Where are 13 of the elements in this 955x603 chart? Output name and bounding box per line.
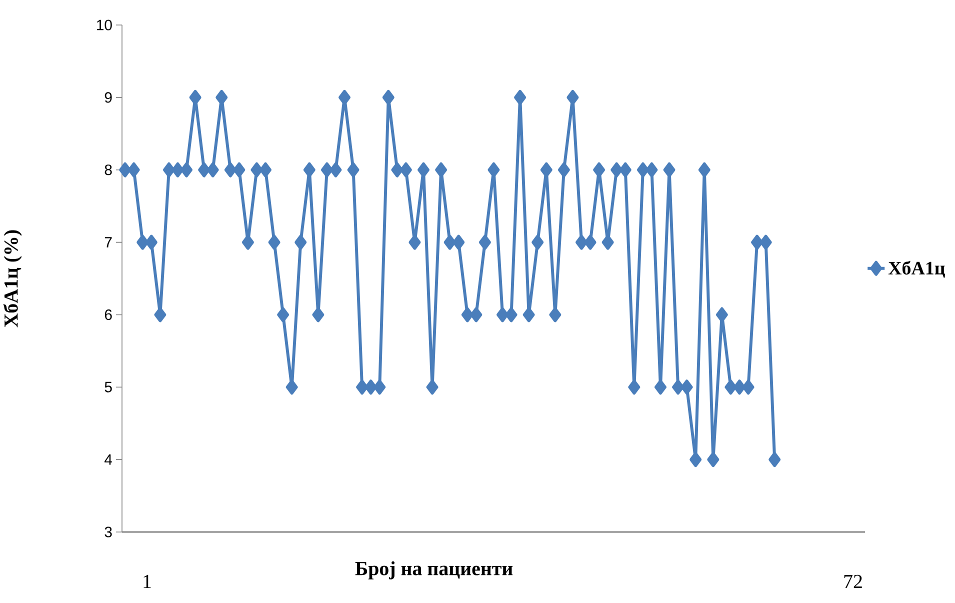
y-tick-label: 10 — [96, 20, 112, 30]
legend-label: ХбА1ц — [888, 260, 945, 278]
text: 72 — [844, 574, 862, 588]
x-axis-title: Број на пациенти — [355, 561, 513, 580]
y-tick-label: 9 — [104, 92, 112, 103]
y-axis-title: ХбА1ц (%) — [3, 230, 22, 328]
y-tick-label: 6 — [104, 309, 112, 320]
y-tick-label: 3 — [104, 526, 112, 538]
y-tick-label: 4 — [104, 454, 112, 465]
y-tick-label: 5 — [104, 382, 112, 392]
y-tick-label: 7 — [104, 237, 112, 248]
y-tick-label: 8 — [104, 164, 112, 176]
text: 1 — [144, 574, 151, 588]
